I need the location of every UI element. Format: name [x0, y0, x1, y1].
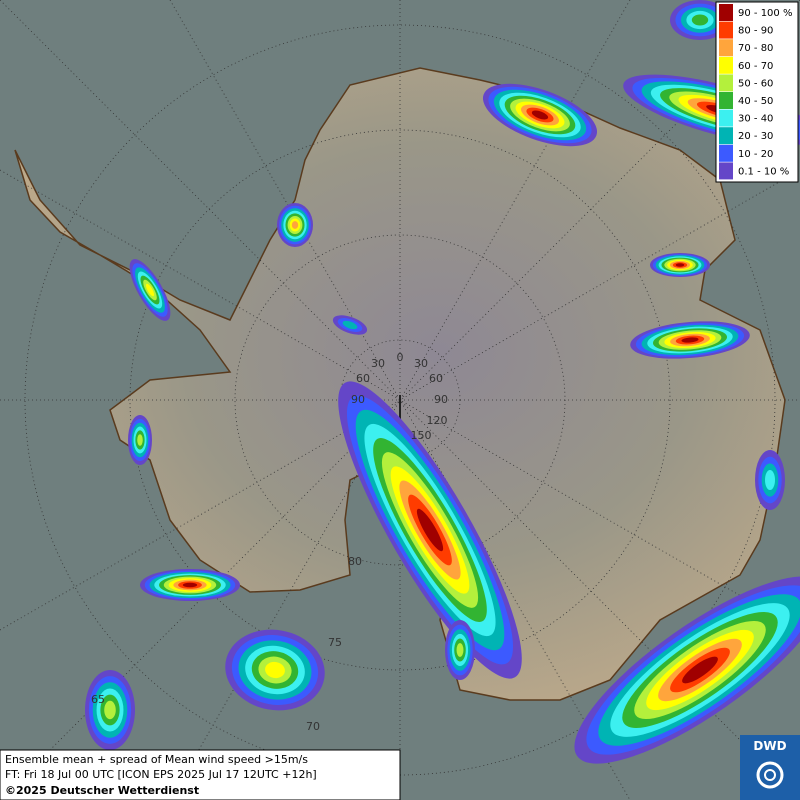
legend-label: 60 - 70	[738, 61, 773, 72]
wind-area	[145, 283, 155, 297]
wind-area	[104, 700, 116, 720]
grid-label: 70	[306, 720, 320, 733]
legend-swatch	[719, 144, 733, 162]
legend-swatch	[719, 56, 733, 74]
logo: DWD	[740, 735, 800, 800]
grid-label: 90	[351, 393, 365, 406]
wind-area	[416, 508, 444, 552]
legend-label: 50 - 60	[738, 78, 773, 89]
legend-label: 20 - 30	[738, 131, 773, 142]
grid-label: 30	[371, 357, 385, 370]
wind-area	[137, 434, 143, 446]
legend-swatch	[719, 74, 733, 92]
grid-label: 80	[348, 555, 362, 568]
legend-swatch	[719, 127, 733, 145]
grid-label: 150	[411, 429, 432, 442]
wind-area	[531, 110, 549, 120]
grid-label: 120	[427, 414, 448, 427]
legend-label: 0.1 - 10 %	[738, 166, 789, 177]
grid-label: 75	[328, 636, 342, 649]
legend-label: 70 - 80	[738, 43, 773, 54]
wind-fields	[85, 0, 800, 764]
legend-label: 30 - 40	[738, 114, 773, 125]
wind-area	[691, 14, 709, 26]
grid-label: 65	[91, 693, 105, 706]
wind-area	[675, 263, 685, 267]
grid-label: 90	[434, 393, 448, 406]
grid-label: 30	[414, 357, 428, 370]
legend-swatch	[719, 92, 733, 109]
legend-swatch	[719, 39, 733, 57]
wind-area	[681, 337, 699, 343]
logo-text: DWD	[753, 739, 786, 753]
wind-area	[265, 661, 285, 679]
wind-area	[342, 320, 358, 330]
legend: 90 - 100 % 80 - 90 70 - 80 60 - 70 50 - 60 40…	[715, 1, 799, 183]
wind-area	[765, 470, 775, 490]
grid-label: 60	[356, 372, 370, 385]
legend-label: 90 - 100 %	[738, 8, 792, 19]
grid-label: 60	[429, 372, 443, 385]
wind-area	[291, 221, 299, 229]
legend-swatch	[719, 4, 733, 21]
legend-swatch	[719, 21, 733, 39]
info-line: Ensemble mean + spread of Mean wind spee…	[5, 753, 308, 766]
legend-label: 10 - 20	[738, 149, 773, 160]
info-line: FT: Fri 18 Jul 00 UTC [ICON EPS 2025 Jul…	[5, 768, 317, 781]
legend-label: 80 - 90	[738, 26, 773, 37]
legend-label: 40 - 50	[738, 96, 773, 107]
info-box: Ensemble mean + spread of Mean wind spee…	[0, 749, 401, 800]
legend-swatch	[719, 109, 733, 127]
grid-label: 0	[397, 351, 404, 364]
wind-area	[456, 643, 464, 657]
wind-area	[182, 582, 198, 588]
legend-swatch	[719, 162, 733, 180]
wind-area	[682, 656, 718, 684]
info-line: ©2025 Deutscher Wetterdienst	[5, 784, 199, 797]
